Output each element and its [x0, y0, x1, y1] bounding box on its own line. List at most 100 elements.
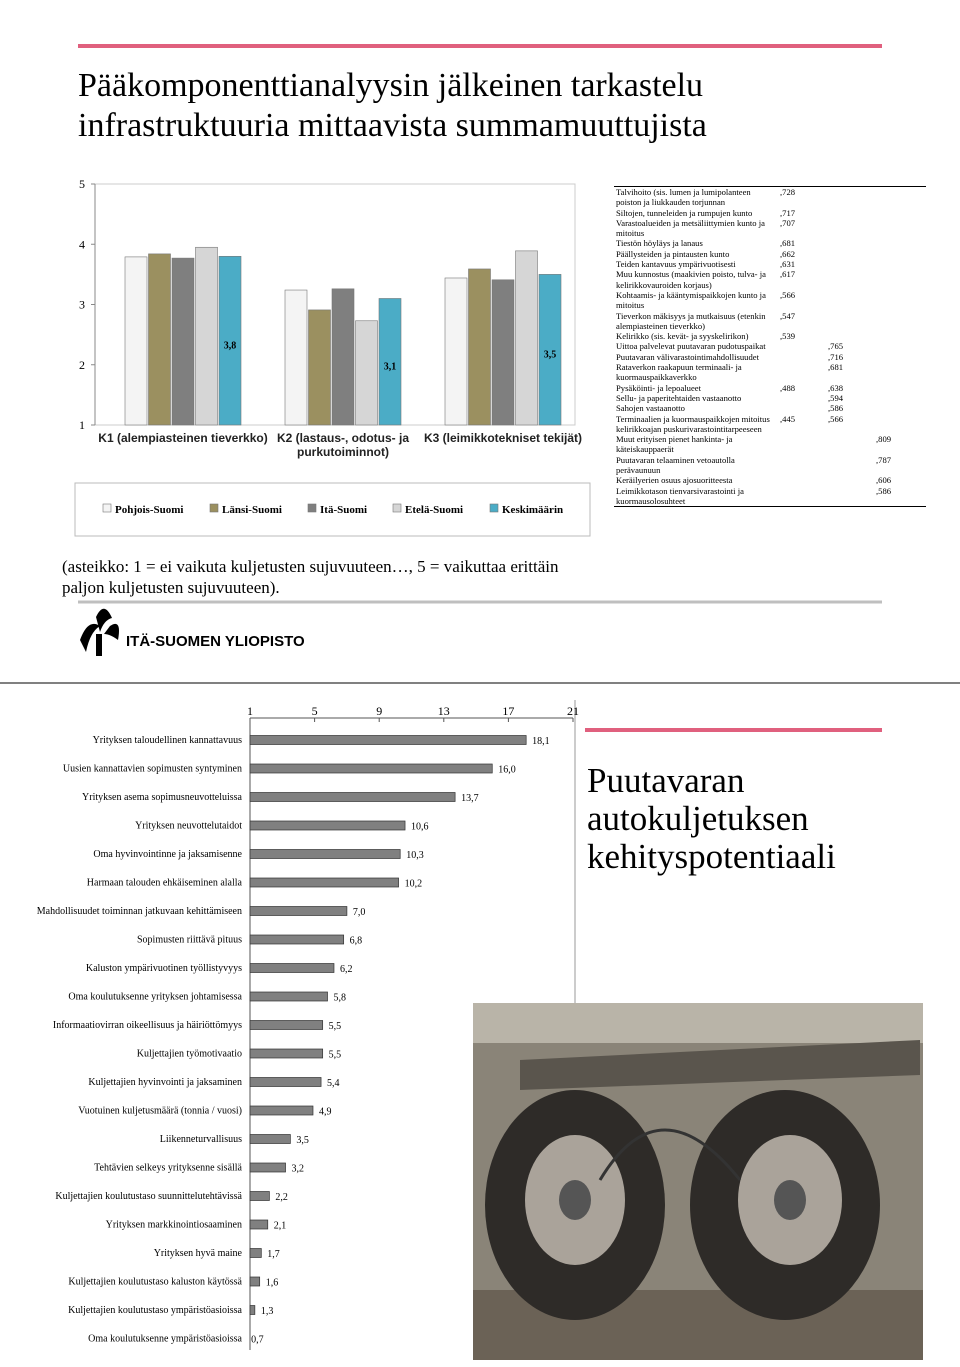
x-tick-label: 9 — [376, 704, 382, 718]
loading-cell: ,617 — [780, 269, 796, 280]
legend-label: Länsi-Suomi — [222, 504, 282, 516]
loading-cell — [778, 352, 826, 362]
title-line: infrastruktuuria mittaavista summamuuttu… — [78, 107, 707, 144]
row-label: Siltojen, tunneleiden ja rumpujen kunto — [616, 207, 753, 218]
loading-cell — [826, 187, 874, 208]
bar — [491, 279, 515, 426]
x-tick-label: K3 (leimikkotekniset tekijät) — [423, 431, 583, 445]
loading-cell — [874, 249, 922, 259]
loading-cell — [826, 238, 874, 248]
loading-cell — [778, 341, 826, 351]
loading-cell: ,707 — [780, 217, 796, 228]
table-row: Tieverkon mäkisyys ja mutkaisuus (etenki… — [614, 311, 922, 332]
row-label: Puutavaran välivarastointimahdollisuudet — [616, 351, 759, 362]
legend-swatch — [489, 503, 499, 513]
category-label: Kaluston ympärivuotinen työllistyvyys — [86, 963, 242, 974]
category-label: Uusien kannattavien sopimusten syntymine… — [63, 764, 242, 775]
row-label: Keräilyerien osuus ajosuoritteesta — [616, 475, 733, 486]
loading-cell: ,681 — [780, 238, 796, 249]
y-tick-label: 4 — [79, 237, 85, 251]
loading-cell: ,716 — [828, 351, 844, 362]
category-label: Tehtävien selkeys yrityksenne sisällä — [94, 1163, 242, 1174]
table-row: Pysäköinti- ja lepoalueet ,488 ,638 — [614, 383, 922, 393]
bar — [249, 1134, 291, 1144]
row-label: Sahojen vastaanotto — [616, 403, 685, 414]
loading-cell: ,631 — [780, 259, 796, 270]
loading-cell — [874, 383, 922, 393]
loading-cell: ,586 — [828, 403, 844, 414]
value-label: 6,2 — [340, 964, 353, 975]
table-row: Keräilyerien osuus ajosuoritteesta ,606 — [614, 475, 922, 485]
loading-cell: ,566 — [780, 289, 796, 300]
category-label: Oma koulutuksenne ympäristöasioissa — [88, 1334, 242, 1345]
value-label: 5,8 — [334, 993, 347, 1004]
row-label: Kohtaamis- ja kääntymispaikkojen kunto j… — [616, 289, 766, 311]
x-tick-label: 13 — [438, 704, 450, 718]
legend-label: Itä-Suomi — [320, 504, 367, 516]
legend-swatch — [102, 503, 112, 513]
category-label: Kuljettajien koulutustaso ympäristöasioi… — [68, 1305, 242, 1316]
loading-cell: ,586 — [876, 485, 892, 496]
category-label: Kuljettajien koulutustaso suunnitteluteh… — [55, 1191, 242, 1202]
table-row: Tiestön höyläys ja lanaus ,681 — [614, 238, 922, 248]
bar — [249, 991, 328, 1002]
category-label: Vuotuinen kuljetusmäärä (tonnia / vuosi) — [78, 1106, 242, 1117]
row-label: Varastoalueiden ja metsäliittymien kunto… — [616, 217, 765, 239]
loading-cell: ,594 — [828, 392, 844, 403]
y-tick-label: 2 — [79, 358, 85, 372]
bar — [249, 792, 456, 802]
x-tick-label: K1 (alempiasteinen tieverkko) — [98, 431, 268, 445]
row-label: Rataverkon raakapuun terminaali- ja kuor… — [616, 362, 742, 383]
loading-cell — [826, 311, 874, 332]
category-label: Oma koulutuksenne yrityksen johtamisessa — [68, 992, 242, 1003]
legend-swatch — [307, 503, 317, 513]
bar — [249, 1191, 270, 1201]
loading-cell — [874, 238, 922, 248]
row-label: Tiestön höyläys ja lanaus — [616, 238, 703, 249]
category-label: Yrityksen taloudellinen kannattavuus — [93, 735, 243, 746]
loading-cell — [874, 208, 922, 218]
loading-cell — [826, 208, 874, 218]
bar — [284, 289, 308, 426]
loading-cell — [826, 331, 874, 341]
loading-cell — [826, 259, 874, 269]
loading-cell — [778, 455, 826, 476]
loading-cell — [778, 403, 826, 413]
row-label: Sellu- ja paperitehtaiden vastaanotto — [616, 392, 742, 403]
value-label: 2,1 — [274, 1221, 287, 1232]
slide-title: Pääkomponenttianalyysin jälkeinen tarkas… — [78, 66, 707, 146]
bar — [249, 1162, 286, 1173]
loading-cell — [874, 290, 922, 311]
row-label: Tieverkon mäkisyys ja mutkaisuus (etenki… — [616, 310, 766, 331]
loading-cell — [874, 403, 922, 413]
table-row: Leimikkotason tienvarsivarastointi ja ku… — [614, 486, 922, 507]
photo — [473, 1003, 923, 1360]
loading-cell: ,606 — [876, 475, 892, 486]
value-label: 10,2 — [405, 879, 423, 890]
slide-title: Puutavaran autokuljetuksen kehityspotentia… — [587, 762, 836, 876]
table-row: Sahojen vastaanotto ,586 — [614, 403, 922, 413]
table-row: Puutavaran telaaminen vetoautolla peräva… — [614, 455, 922, 476]
loading-cell — [826, 434, 874, 455]
value-label: 1,3 — [261, 1306, 274, 1317]
row-label: Muut erityisen pienet hankinta- ja kätei… — [616, 434, 733, 455]
row-label: Terminaalien ja kuormauspaikkojen mitoit… — [616, 413, 770, 434]
value-label: 3,5 — [544, 350, 557, 361]
y-tick-label: 5 — [79, 177, 85, 191]
bar — [249, 820, 406, 831]
loading-cell — [874, 311, 922, 332]
value-label: 6,8 — [350, 936, 363, 947]
loading-cell: ,638 — [828, 382, 844, 393]
loading-cell — [874, 352, 922, 362]
title-line: autokuljetuksen — [587, 799, 809, 838]
bar — [538, 274, 562, 426]
bar — [218, 255, 242, 426]
bar — [249, 1248, 262, 1258]
bar — [249, 1077, 322, 1087]
value-label: 3,1 — [384, 362, 397, 373]
legend-label: Pohjois-Suomi — [115, 504, 183, 516]
bar — [515, 250, 538, 426]
category-label: Yrityksen hyvä maine — [154, 1248, 243, 1259]
bar — [444, 277, 468, 426]
loading-cell: ,809 — [876, 434, 892, 445]
